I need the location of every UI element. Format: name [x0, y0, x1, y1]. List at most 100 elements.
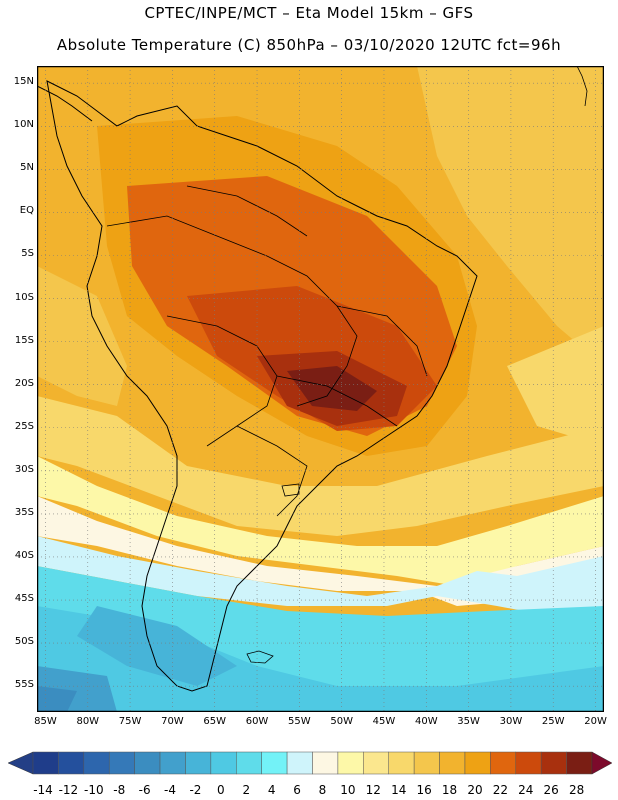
lat-tick-label: 5N	[20, 162, 34, 174]
country-border-c	[236, 425, 308, 517]
falkland-islands	[246, 650, 274, 664]
colorbar-tick-label: 0	[217, 783, 225, 797]
colorbar-segment-11	[312, 751, 339, 775]
coastline-central-america	[37, 85, 93, 122]
colorbar-segment-4	[134, 751, 161, 775]
colorbar-segment-12	[337, 751, 364, 775]
lat-tick-label: 40S	[14, 549, 34, 561]
lat-tick-label: 30S	[14, 463, 34, 475]
colorbar-tick-label: 28	[568, 783, 585, 797]
lon-tick-label: 45W	[372, 716, 396, 727]
state-border-a	[336, 305, 428, 377]
colorbar-tick-label: -2	[189, 783, 202, 797]
lagoon-outline	[281, 483, 300, 497]
colorbar-tick-label: 6	[293, 783, 301, 797]
lon-tick-label: 30W	[499, 716, 523, 727]
colorbar-segment-1	[58, 751, 85, 775]
colorbar-tick-label: 12	[365, 783, 381, 797]
map-canvas	[37, 66, 604, 712]
colorbar-tick-label: 26	[543, 783, 559, 797]
colorbar-tick-label: -4	[164, 783, 177, 797]
colorbar-tick-label: -10	[84, 783, 104, 797]
lon-tick-label: 85W	[34, 716, 57, 727]
lat-tick-label: 15N	[13, 76, 34, 88]
field-neg6c-corner	[37, 686, 77, 712]
colorbar-canvas	[7, 751, 613, 775]
lon-tick-label: 60W	[245, 716, 269, 727]
lon-tick-label: 55W	[288, 716, 311, 727]
map-title-model: CPTEC/INPE/MCT – Eta Model 15km – GFS	[144, 4, 474, 22]
temperature-map	[37, 66, 604, 712]
field-16c-south	[37, 396, 604, 536]
colorbar-low-arrow	[7, 751, 34, 775]
colorbar-tick-label: 2	[242, 783, 251, 797]
colorbar-segment-13	[363, 751, 389, 775]
colorbar-tick-label: -6	[138, 783, 151, 797]
coastline-south-america	[46, 80, 478, 692]
map-frame	[37, 66, 604, 712]
field-0c-band	[37, 606, 604, 712]
colorbar-segment-7	[210, 751, 237, 775]
map-gridlines	[37, 66, 604, 712]
lon-tick-label: 70W	[161, 716, 184, 727]
colorbar-tick-label: 20	[467, 783, 483, 797]
colorbar-segment-9	[261, 751, 288, 775]
colorbar-segment-17	[464, 751, 491, 775]
colorbar-segment-5	[159, 751, 186, 775]
field-18c-band	[417, 66, 604, 366]
colorbar-high-arrow	[591, 751, 613, 775]
lat-tick-label: 15S	[14, 334, 34, 346]
colorbar-tick-label: -12	[58, 783, 79, 797]
colorbar-tick-label: 24	[518, 783, 534, 797]
colorbar-tick-label: 4	[267, 783, 276, 797]
colorbar-tick-label: 16	[416, 783, 432, 797]
country-border-a	[106, 215, 358, 407]
lat-tick-label: 10S	[14, 291, 34, 303]
colorbar-tick-label: 8	[318, 783, 327, 797]
lon-tick-label: 20W	[584, 716, 607, 727]
lat-tick-label: 45S	[14, 593, 34, 605]
colorbar-segment-16	[439, 751, 466, 775]
lon-tick-label: 65W	[203, 716, 227, 727]
field-neg2c-patagonia	[77, 606, 237, 686]
lat-tick-label: 50S	[14, 636, 34, 648]
field-pacific-18c	[37, 266, 127, 406]
colorbar-tick-label: -14	[33, 783, 53, 797]
colorbar-segment-15	[413, 751, 440, 775]
lat-tick-label: 35S	[14, 506, 34, 518]
lat-tick-label: 25S	[14, 420, 34, 432]
map-title-variable: Absolute Temperature (C) 850hPa – 03/10/…	[56, 36, 562, 54]
lon-tick-label: 80W	[76, 716, 100, 727]
colorbar-segment-14	[388, 751, 415, 775]
colorbar-tick-label: 14	[391, 783, 407, 797]
colorbar-segment-2	[83, 751, 110, 775]
lat-tick-label: EQ	[19, 205, 34, 217]
field-16c-band	[507, 326, 604, 446]
state-border-b	[276, 375, 398, 427]
lon-tick-label: 75W	[118, 716, 142, 727]
field-10c-band	[37, 456, 604, 586]
lat-tick-label: 55S	[14, 679, 34, 691]
colorbar-tick-label: 10	[340, 783, 356, 797]
colorbar-tick-label: 18	[441, 783, 458, 797]
colorbar-segment-6	[185, 751, 212, 775]
colorbar-segment-10	[286, 751, 313, 775]
colorbar-segment-20	[540, 751, 567, 775]
lon-tick-label: 25W	[541, 716, 565, 727]
lon-tick-label: 40W	[414, 716, 438, 727]
colorbar-segment-18	[490, 751, 517, 775]
lon-tick-label: 35W	[457, 716, 480, 727]
field-6c-band	[37, 536, 604, 626]
colorbar-segment-3	[108, 751, 135, 775]
colorbar-segment-19	[515, 751, 542, 775]
colorbar-tick-label: 22	[492, 783, 508, 797]
colorbar-segment-8	[236, 751, 262, 775]
temperature-colorbar	[0, 748, 618, 800]
lat-tick-label: 20S	[14, 377, 34, 389]
lat-tick-label: 10N	[13, 119, 34, 131]
lat-tick-label: 5S	[21, 248, 34, 260]
colorbar-segment-21	[566, 751, 593, 775]
colorbar-tick-label: -8	[113, 783, 126, 797]
colorbar-segment-0	[32, 751, 59, 775]
lon-tick-label: 50W	[330, 716, 353, 727]
